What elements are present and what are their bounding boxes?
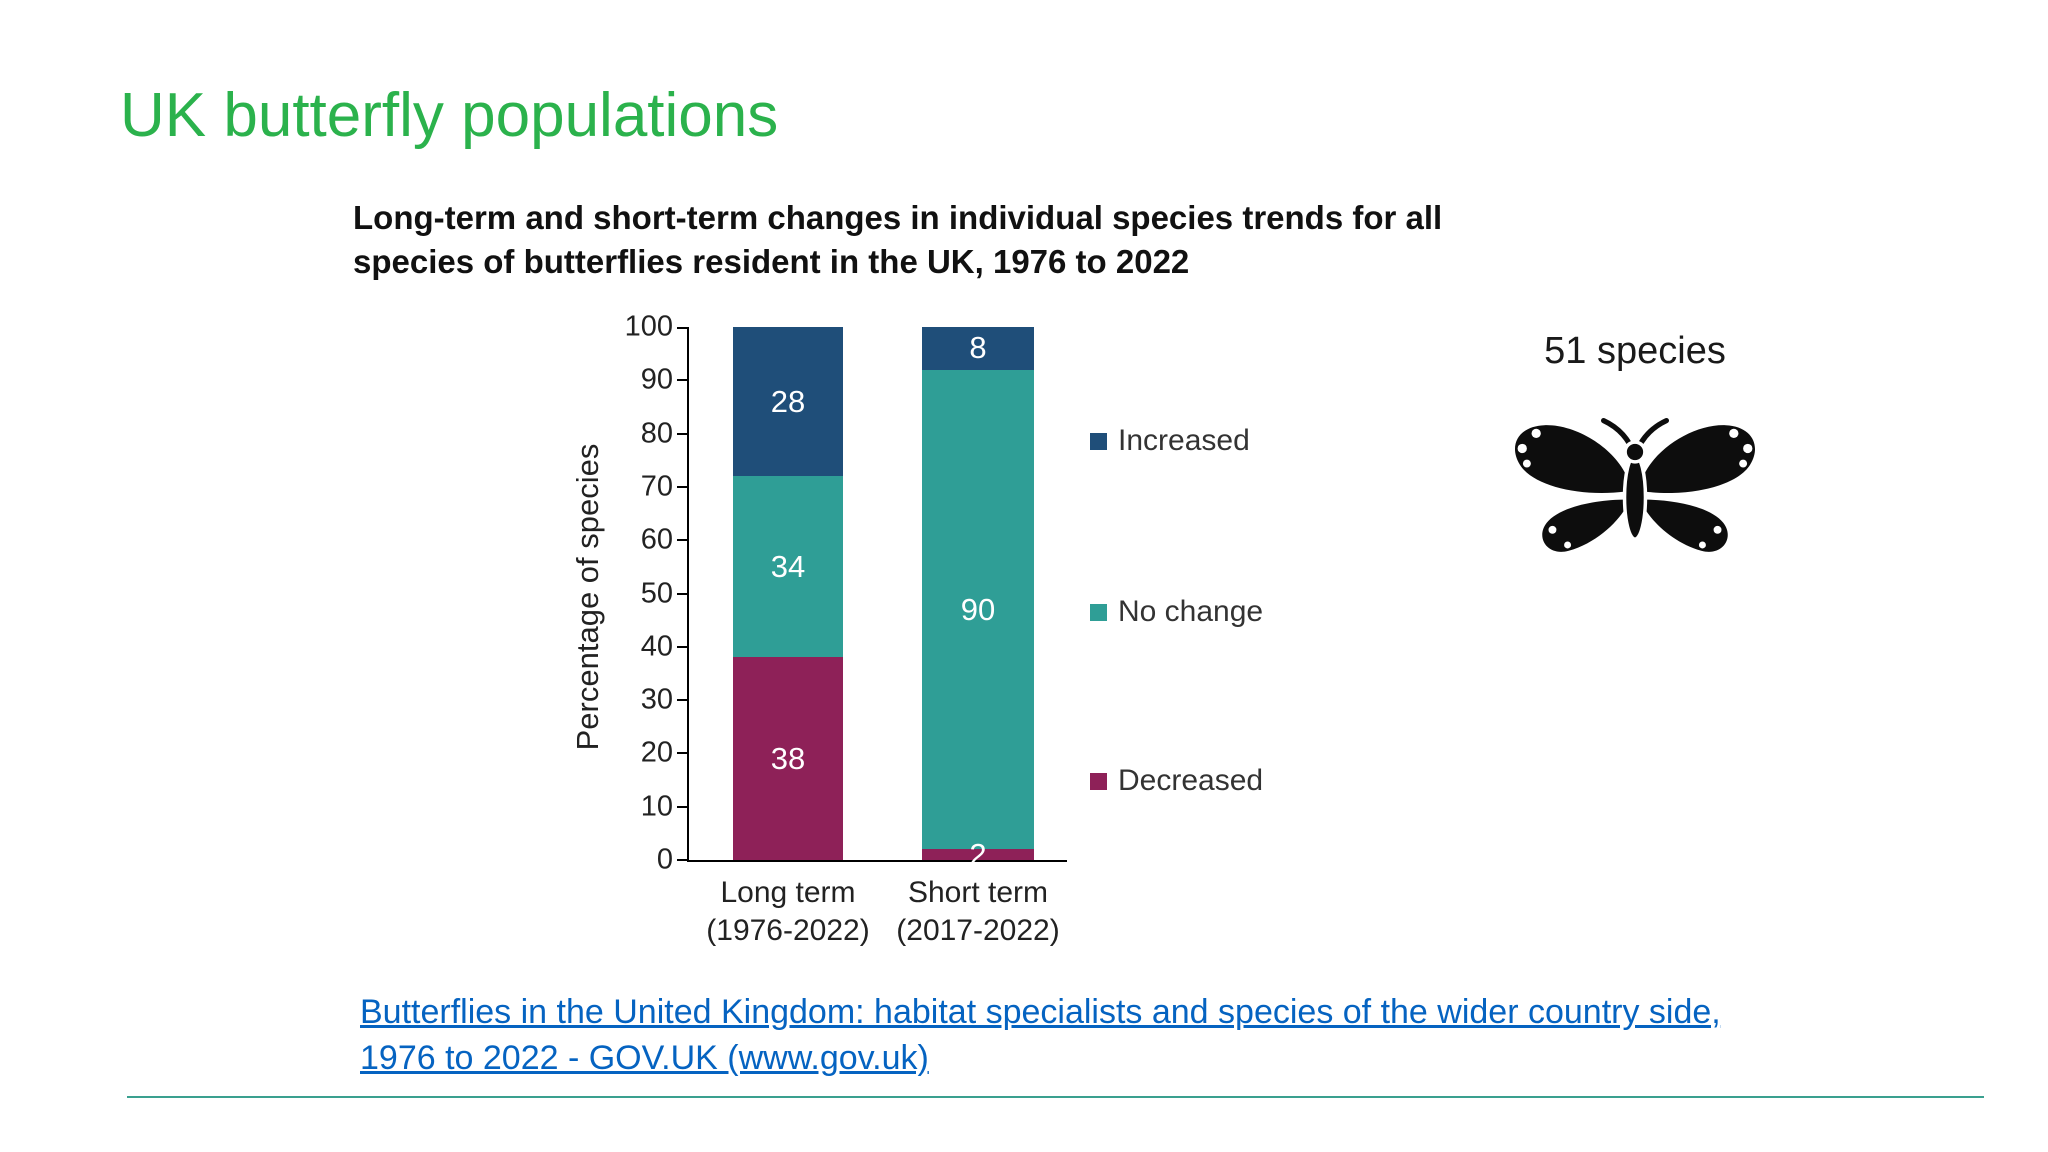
legend-swatch xyxy=(1090,603,1107,621)
y-tick-label: 30 xyxy=(640,683,673,716)
segment-decreased: 2 xyxy=(922,837,1034,872)
y-tick-label: 10 xyxy=(640,790,673,823)
divider-line xyxy=(127,1096,1984,1098)
segment-value-label: 90 xyxy=(960,591,996,627)
segment-increased: 8 xyxy=(922,327,1034,370)
y-tick-mark xyxy=(677,859,689,861)
y-tick-label: 60 xyxy=(640,523,673,556)
y-tick-mark xyxy=(677,805,689,808)
segment-increased: 28 xyxy=(733,327,843,477)
legend-label: Decreased xyxy=(1118,764,1264,797)
legend-item-increased: Increased xyxy=(1090,424,1250,458)
chart-title: Long-term and short-term changes in indi… xyxy=(353,199,1443,280)
segment-no-change: 90 xyxy=(922,369,1034,850)
y-tick-mark xyxy=(677,327,689,329)
segment-decreased: 38 xyxy=(733,657,843,860)
y-tick-mark xyxy=(677,539,689,542)
legend-swatch xyxy=(1090,432,1107,450)
segment-value-label: 28 xyxy=(770,383,806,419)
legend-swatch xyxy=(1090,772,1107,790)
segment-value-label: 38 xyxy=(770,740,806,776)
stacked-bar-chart: 0 10 20 30 40 50 60 70 80 90 100 38 34 28 Long term (19… xyxy=(625,311,1067,947)
y-tick-mark xyxy=(677,699,689,702)
y-tick-mark xyxy=(677,592,689,595)
y-tick-mark xyxy=(677,752,689,755)
source-link[interactable]: Butterflies in the United Kingdom: habit… xyxy=(360,993,1721,1077)
y-tick-mark xyxy=(677,645,689,648)
species-block: 51 species xyxy=(1468,330,1802,586)
y-tick-label: 50 xyxy=(640,577,673,609)
y-tick-label: 80 xyxy=(640,417,673,450)
legend-label: Increased xyxy=(1118,424,1250,457)
y-tick-mark xyxy=(677,432,689,435)
segment-value-label: 8 xyxy=(969,330,987,366)
species-count-label: 51 species xyxy=(1544,330,1726,372)
y-axis-label: Percentage of species xyxy=(570,443,605,751)
x-category-label: Long term (1976-2022) xyxy=(706,876,870,947)
y-tick-label: 0 xyxy=(656,843,673,876)
y-tick-label: 40 xyxy=(640,630,673,663)
legend-label: No change xyxy=(1118,595,1264,628)
y-tick-label: 90 xyxy=(640,363,673,396)
y-tick-label: 70 xyxy=(640,470,673,503)
segment-value-label: 34 xyxy=(770,548,806,584)
chart-legend: Increased No change Decreased xyxy=(1090,327,1410,862)
segment-no-change: 34 xyxy=(733,476,843,658)
stacked-bar-long-term: 38 34 28 xyxy=(733,327,843,860)
legend-item-no-change: No change xyxy=(1090,595,1263,629)
y-tick-mark xyxy=(677,379,689,382)
y-tick-label: 100 xyxy=(624,310,673,343)
segment-value-label: 2 xyxy=(969,836,987,872)
y-tick-mark xyxy=(677,485,689,488)
stacked-bar-short-term: 2 90 8 xyxy=(922,327,1034,872)
y-tick-label: 20 xyxy=(640,736,673,769)
page-title: UK butterfly populations xyxy=(120,81,779,150)
butterfly-icon xyxy=(1514,417,1756,552)
x-category-label: Short term (2017-2022) xyxy=(896,876,1060,947)
legend-item-decreased: Decreased xyxy=(1090,764,1263,798)
